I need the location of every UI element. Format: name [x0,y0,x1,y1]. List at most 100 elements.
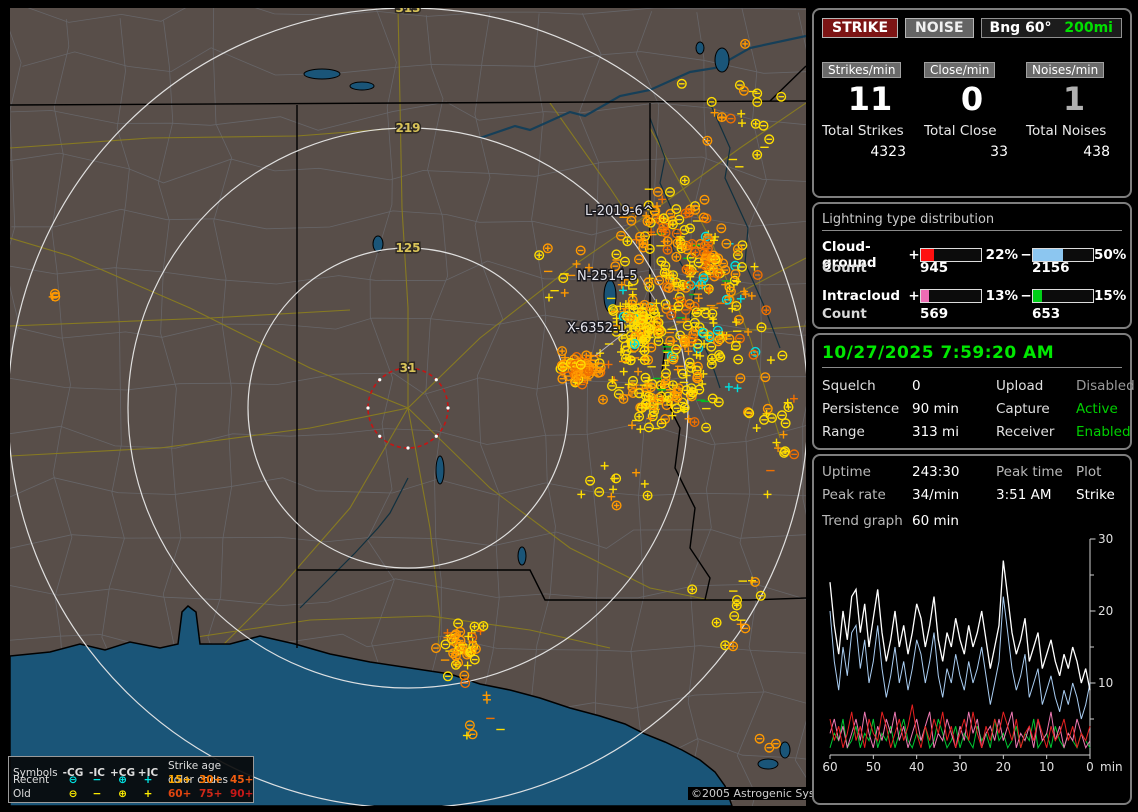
strike-button[interactable]: STRIKE [822,18,899,38]
trend-panel: Uptime 243:30 Peak time Plot Peak rate 3… [812,454,1132,805]
total-noises-value: 438 [1083,144,1110,160]
copyright-text: ©2005 Astrogenic Systems [688,787,846,800]
storm-cell-id: X-6352-1 [567,321,626,336]
count-label: Count [822,260,867,276]
strikes-per-min-column: Strikes/min 11 Total Strikes 4323 [822,62,918,160]
bearing-value: Bng 60° [989,20,1052,36]
strike-cluster [577,461,653,511]
strike-cluster [676,38,787,168]
legend-strike-symbol: ⊕ [118,788,127,800]
squelch-label: Squelch [822,378,876,394]
intracloud-row: Intracloud + 13% − 15% [822,285,1126,306]
total-strikes-value: 4323 [870,144,906,160]
ic-plus-count: 569 [920,306,949,322]
chart-x-tick-label: 10 [1039,760,1054,774]
distribution-panel: Lightning type distribution Cloud-ground… [812,202,1132,329]
strike-cluster [612,175,712,275]
legend-header: Strike age color codes [168,760,228,786]
close-per-min-column: Close/min 0 Total Close 33 [924,62,1020,160]
strike-cluster [687,576,766,652]
ring-distance-label: 219 [395,121,420,135]
ic-minus-count: 653 [1032,306,1061,322]
legend-strike-symbol: ⊖ [68,774,78,786]
capture-label: Capture [996,401,1050,417]
storm-cell-id: L-2019-6^ [585,204,654,219]
strike-cluster [555,346,613,390]
legend-age-threshold: 30+ [199,774,223,786]
bearing-range-display[interactable]: Bng 60° 200mi [980,18,1122,38]
chart-x-tick-label: 20 [996,760,1011,774]
close-per-min-value: 0 [960,80,984,118]
time-status-panel: 10/27/2025 7:59:20 AM Squelch 0 Upload D… [812,333,1135,450]
legend-row: Old ⊖ − ⊕ +60+ 75+ 90+ [13,787,253,801]
minus-sign: − [1020,247,1032,263]
range-ring [127,127,689,689]
peak-rate-label: Peak rate [822,487,886,503]
chart-x-axis-unit: min [1100,760,1122,774]
map-canvas[interactable]: 31 125 219 313 L-2019-6^ N-2514-5 X-6352-1 [10,8,806,806]
legend-age-threshold: 75+ [199,788,223,800]
plot-label: Plot [1076,464,1102,480]
chart-y-tick-label: 30 [1098,533,1113,546]
cg-plus-count: 945 [920,260,949,276]
persistence-value: 90 min [912,401,959,417]
legend-age-threshold: 90+ [230,788,254,800]
cloud-ground-count-row: Count 945 2156 [822,260,1122,281]
legend-strike-symbol: ⊕ [118,774,127,786]
noises-per-min-column: Noises/min 1 Total Noises 438 [1026,62,1122,160]
legend-strike-symbol: − [92,774,102,786]
legend-row: Recent ⊖ − ⊕ +15+ 30+ 45+ [13,773,253,787]
ic-plus-bar [920,288,982,303]
strike-cluster [754,733,781,753]
stats-panel: STRIKE NOISE Bng 60° 200mi Strikes/min 1… [812,8,1132,198]
lakes [303,41,791,770]
cg-minus-pct: 50% [1094,247,1127,263]
strike-cluster [662,223,748,295]
trend-series-cg-positive [829,704,1091,748]
range-ring [247,247,569,569]
lightning-map[interactable]: 31 125 219 313 L-2019-6^ N-2514-5 X-6352-1 [10,8,806,806]
legend-strike-symbol: − [92,788,102,800]
chart-axes [829,538,1096,759]
close-per-min-chip[interactable]: Close/min [924,62,996,78]
persistence-label: Persistence [822,401,900,417]
legend-strike-symbol: + [143,774,153,786]
legend-header-row: Symbols -CG -IC +CG +IC Strike age color code… [13,759,249,786]
distribution-title: Lightning type distribution [822,212,1122,231]
legend-age-label: Old [13,788,31,800]
strike-cluster [534,243,593,302]
strikes-per-min-chip[interactable]: Strikes/min [822,62,902,78]
upload-label: Upload [996,378,1044,394]
storm-cell-id: N-2514-5 [577,269,637,284]
roads [10,8,806,649]
noise-button[interactable]: NOISE [905,18,974,38]
legend-age-threshold: 45+ [230,774,254,786]
legend-header: +CG [109,767,136,779]
plot-value: Strike [1076,487,1115,503]
total-close-value: 33 [990,144,1008,160]
count-label: Count [822,306,867,322]
total-strikes-label: Total Strikes [822,123,904,139]
chart-x-tick-label: 50 [866,760,881,774]
intracloud-count-row: Count 569 653 [822,306,1122,327]
datetime-display: 10/27/2025 7:59:20 AM [822,343,1122,368]
chart-x-tick-label: 0 [1086,760,1094,774]
legend-header: -IC [89,767,105,779]
noises-per-min-value: 1 [1062,80,1086,118]
legend-header: +IC [137,767,159,779]
cloud-ground-row: Cloud-ground + 22% − 50% [822,239,1127,271]
ic-minus-bar [1032,288,1094,303]
ic-plus-pct: 13% [985,287,1018,304]
peak-time-value: 3:51 AM [996,487,1052,503]
range-label: Range [822,424,865,440]
noises-per-min-chip[interactable]: Noises/min [1026,62,1105,78]
uptime-value: 243:30 [912,464,960,480]
strike-cluster [48,288,61,302]
capture-status: Active [1076,401,1118,417]
uptime-label: Uptime [822,464,871,480]
legend-header: Symbols [13,767,58,779]
chart-x-tick-label: 30 [952,760,967,774]
trend-series-cg-negative [829,596,1091,720]
trend-window-value: 60 min [912,513,959,529]
